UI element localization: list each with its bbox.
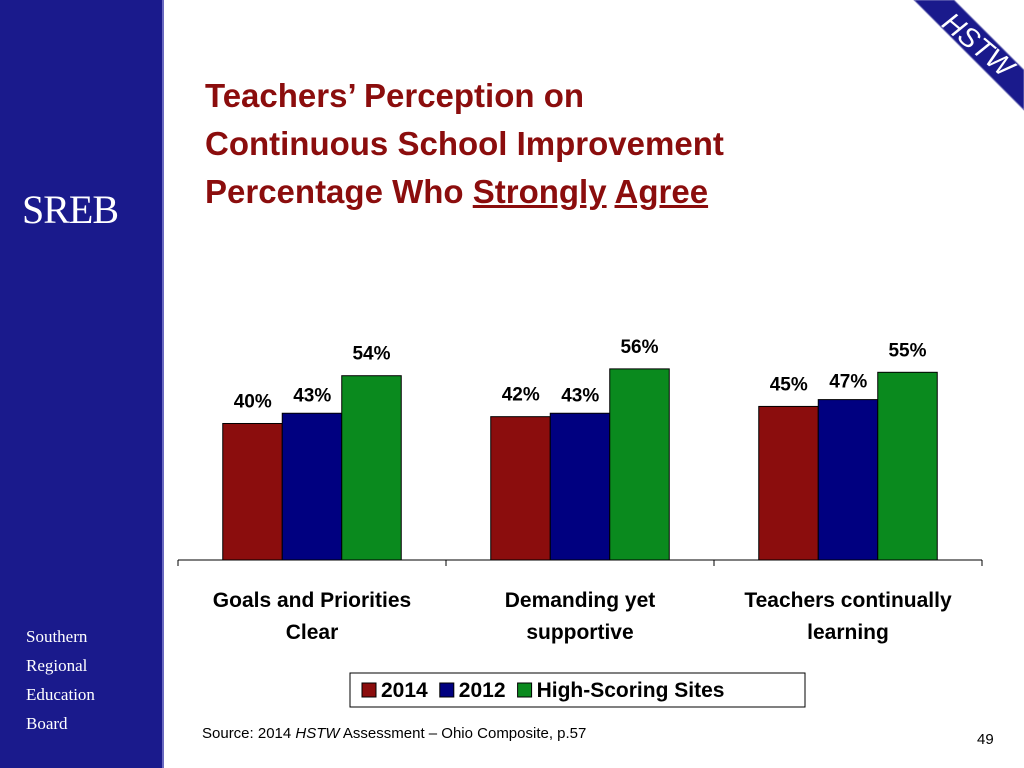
- sidebar-divider: [162, 0, 164, 768]
- source-suffix: Assessment – Ohio Composite, p.57: [339, 725, 587, 742]
- bar-high-scoring-sites: [341, 375, 402, 561]
- source-prefix: Source: 2014: [202, 725, 296, 742]
- bar-2012: [281, 412, 343, 561]
- data-label: 43%: [293, 385, 331, 406]
- bar-high-scoring-sites: [877, 371, 938, 561]
- bar-2012: [549, 412, 611, 561]
- category-label: Goals and Priorities: [213, 589, 411, 612]
- bar-2012: [817, 399, 879, 561]
- title-line-2: Continuous School Improvement: [205, 125, 724, 162]
- org-line: Board: [26, 714, 68, 733]
- org-line: Southern: [26, 627, 88, 646]
- bar-2014: [758, 405, 819, 561]
- legend-box: [349, 672, 806, 708]
- title-agree: Agree: [614, 173, 709, 210]
- source-note: Source: 2014 HSTW Assessment – Ohio Comp…: [202, 725, 586, 742]
- legend-swatch: [439, 682, 455, 698]
- sreb-logo: SREB: [22, 187, 119, 232]
- data-label: 42%: [502, 385, 540, 406]
- sidebar: [0, 0, 162, 768]
- category-label: supportive: [526, 621, 633, 644]
- data-label: 43%: [561, 385, 599, 406]
- source-italic: HSTW: [295, 725, 340, 742]
- data-label: 56%: [620, 337, 658, 358]
- data-label: 45%: [770, 374, 808, 395]
- legend-label: 2012: [459, 679, 506, 702]
- data-label: 54%: [352, 344, 390, 365]
- org-line: Regional: [26, 656, 88, 675]
- legend-swatch: [517, 682, 533, 698]
- category-label: Teachers continually: [744, 589, 952, 612]
- title-line-1: Teachers’ Perception on: [205, 77, 585, 114]
- organization-name: Southern Regional Education Board: [26, 622, 95, 738]
- category-label: Clear: [286, 621, 339, 644]
- data-label: 40%: [234, 391, 272, 412]
- legend-label: High-Scoring Sites: [537, 679, 725, 702]
- legend-swatch: [361, 682, 377, 698]
- data-label: 47%: [829, 372, 867, 393]
- data-label: 55%: [888, 340, 926, 361]
- page-number: 49: [977, 731, 994, 748]
- org-line: Education: [26, 685, 95, 704]
- bar-2014: [222, 422, 283, 561]
- title-line-3-prefix: Percentage Who: [205, 173, 473, 210]
- bar-high-scoring-sites: [609, 368, 670, 561]
- category-label: Demanding yet: [505, 589, 656, 612]
- legend-label: 2014: [381, 679, 428, 702]
- slide-title: Teachers’ Perception on Continuous Schoo…: [205, 72, 724, 216]
- bar-chart: 40% 43% 54% Goals and Priorities Clear 42% 43%…: [177, 337, 983, 708]
- title-strongly: Strongly: [472, 173, 607, 210]
- bar-2014: [490, 416, 551, 561]
- category-label: learning: [807, 621, 889, 644]
- title-line-3: Percentage Who Strongly Agree: [205, 168, 724, 216]
- hstw-corner-badge: HSTW: [864, 0, 1024, 120]
